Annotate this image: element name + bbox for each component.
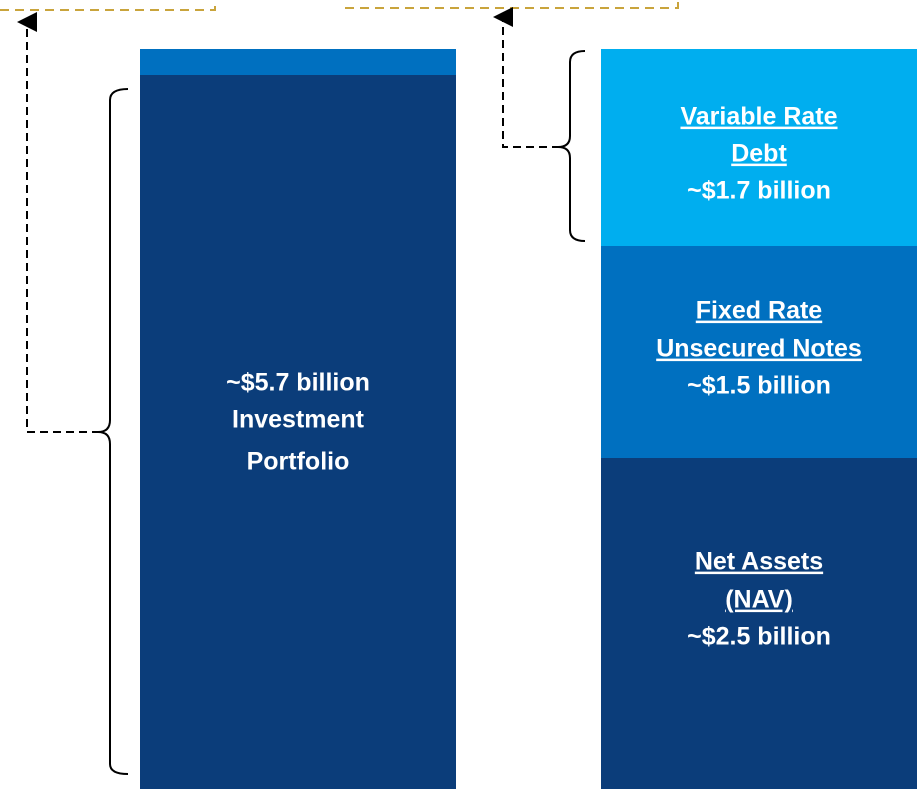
label: Variable Rate bbox=[680, 103, 837, 131]
arrow bbox=[493, 7, 560, 148]
bracket bbox=[557, 50, 586, 242]
label: Net Assets bbox=[695, 548, 823, 576]
amount: ~$1.7 billion bbox=[687, 177, 831, 205]
label: Fixed Rate bbox=[696, 297, 823, 325]
amount: ~$2.5 billion bbox=[687, 623, 831, 651]
arrow bbox=[17, 12, 100, 433]
bracket bbox=[97, 88, 129, 775]
label: Debt bbox=[731, 140, 787, 168]
label: Unsecured Notes bbox=[656, 335, 862, 363]
label: Portfolio bbox=[247, 448, 350, 476]
bar-segment bbox=[601, 49, 917, 247]
gold-connector bbox=[0, 0, 216, 11]
amount: ~$5.7 billion bbox=[226, 369, 370, 397]
gold-connector bbox=[345, 0, 679, 9]
bar-segment bbox=[140, 49, 456, 76]
label: (NAV) bbox=[725, 586, 793, 614]
amount: ~$1.5 billion bbox=[687, 372, 831, 400]
bar-segment bbox=[140, 75, 456, 789]
label: Investment bbox=[232, 406, 365, 434]
bar-segment bbox=[601, 246, 917, 459]
bar-segment bbox=[601, 458, 917, 789]
